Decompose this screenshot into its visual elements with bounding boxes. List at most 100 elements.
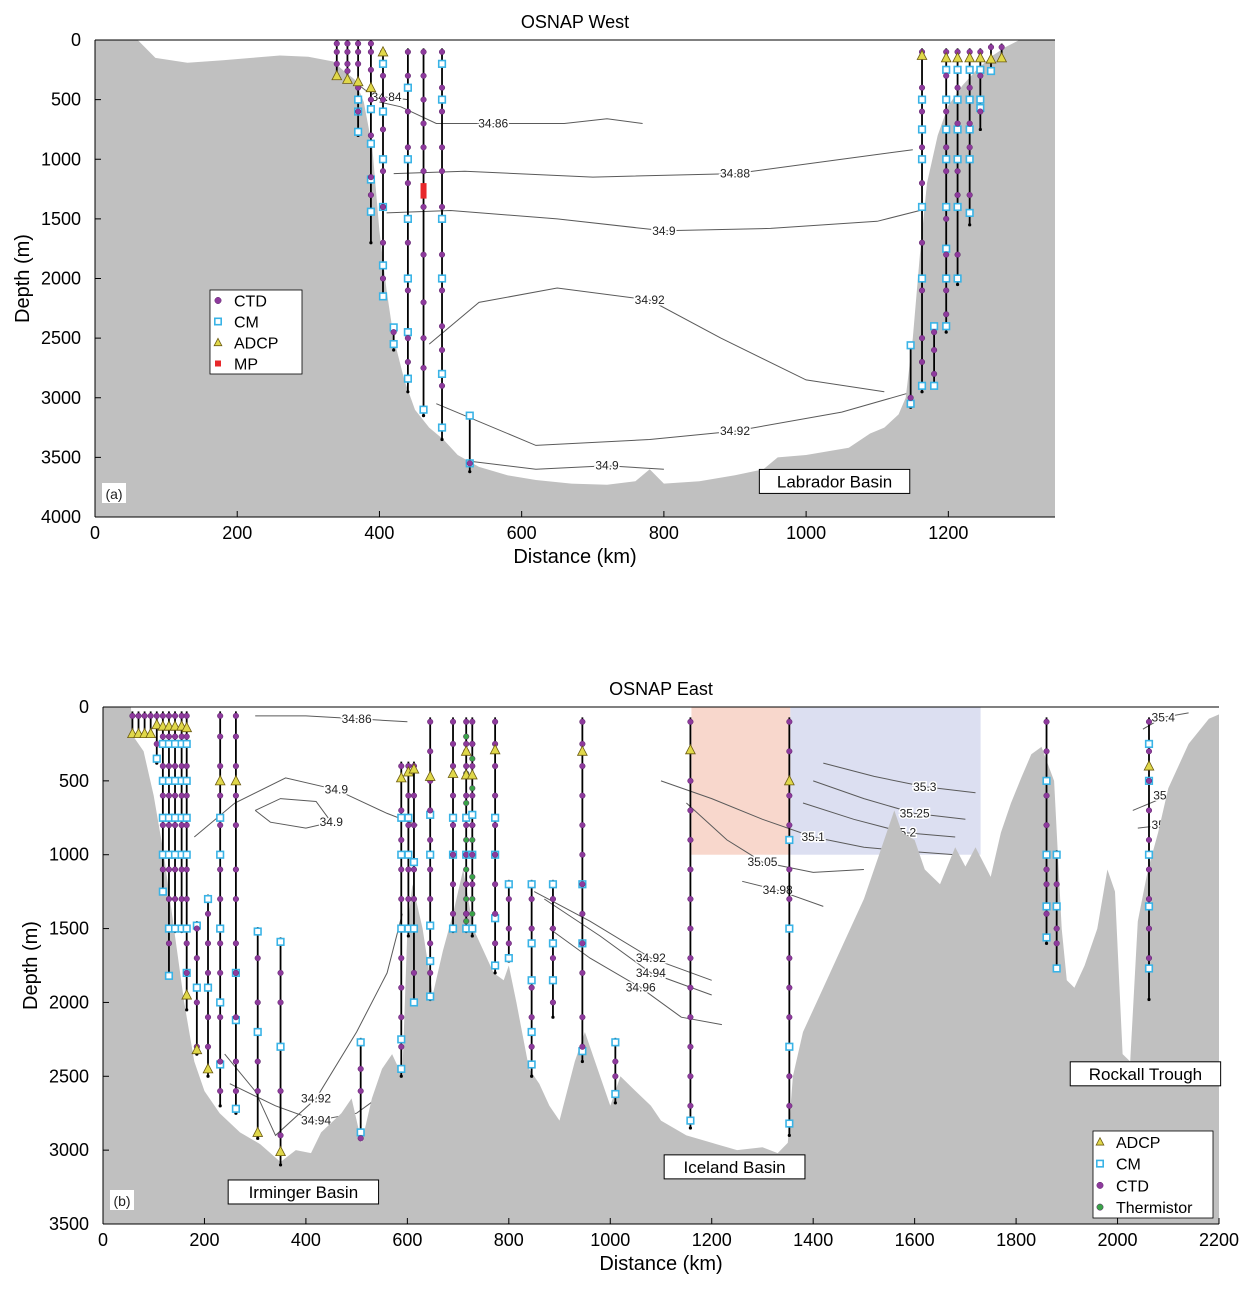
ctd-marker	[687, 984, 694, 991]
ctd-marker	[1053, 925, 1060, 932]
x-tick-label: 1000	[786, 523, 826, 543]
ctd-marker	[183, 866, 190, 873]
region-label: Labrador Basin	[777, 472, 892, 491]
mooring	[395, 761, 407, 1078]
ctd-marker	[193, 955, 200, 962]
ctd-marker	[254, 999, 261, 1006]
ctd-marker	[398, 955, 405, 962]
ctd-marker	[420, 335, 427, 342]
ctd-marker	[398, 895, 405, 903]
adcp-marker	[169, 720, 181, 731]
legend-swatch	[1096, 1181, 1104, 1189]
ctd-marker	[171, 763, 179, 770]
cm-marker	[216, 998, 225, 1007]
ctd-marker	[171, 822, 179, 829]
panel-letter-box: (a)	[102, 483, 126, 503]
cm-marker	[1042, 850, 1051, 859]
cm-marker	[942, 274, 951, 283]
legend-label: CM	[234, 315, 259, 332]
adcp-marker	[275, 1145, 287, 1157]
y-axis-title: Depth (m)	[20, 921, 42, 1010]
cm-marker	[158, 887, 167, 896]
adcp-marker	[916, 49, 928, 60]
cm-marker	[182, 924, 191, 933]
ctd-marker	[786, 866, 793, 873]
cm-marker	[953, 65, 962, 74]
mooring	[576, 717, 588, 1064]
x-tick-label: 800	[494, 1230, 524, 1250]
ctd-marker	[492, 910, 499, 917]
ctd-marker	[463, 851, 470, 858]
ctd-marker	[918, 239, 926, 246]
mooring	[985, 43, 997, 76]
thermistor-marker	[469, 755, 476, 762]
contour-label: 34.84	[372, 90, 402, 104]
ctd-marker	[1043, 792, 1050, 799]
cm-marker	[1144, 739, 1154, 749]
cm-marker	[953, 95, 962, 104]
ctd-marker	[1043, 881, 1050, 888]
cm-marker	[942, 322, 951, 331]
salinity-contour	[686, 802, 864, 873]
ctd-marker	[129, 712, 136, 719]
ctd-marker	[579, 718, 586, 725]
cm-marker	[437, 423, 447, 432]
legend-swatch	[215, 360, 221, 367]
salinity-contour	[393, 149, 913, 178]
x-tick-label: 600	[507, 523, 537, 543]
cm-marker	[965, 125, 974, 134]
region-label: Irminger Basin	[249, 1183, 359, 1202]
adcp-marker	[395, 771, 407, 783]
ctd-marker	[165, 763, 172, 770]
ctd-marker	[449, 792, 457, 799]
cm-marker	[276, 937, 285, 946]
ctd-marker	[1145, 925, 1153, 932]
ctd-marker	[217, 763, 224, 770]
salinity-contour	[549, 928, 722, 1026]
ctd-marker	[333, 40, 340, 47]
cm-marker	[917, 125, 927, 134]
mooring	[489, 717, 501, 975]
cm-marker	[548, 939, 558, 948]
ctd-marker	[420, 48, 427, 55]
ctd-marker	[183, 895, 190, 903]
ctd-marker	[987, 44, 995, 51]
ctd-marker	[463, 718, 470, 725]
ctd-marker	[907, 394, 914, 401]
ctd-marker	[405, 866, 412, 873]
x-tick-label: 1400	[793, 1230, 833, 1250]
ctd-marker	[931, 370, 938, 377]
ctd-marker	[404, 239, 411, 246]
ctd-marker	[579, 851, 586, 858]
adcp-marker	[447, 767, 459, 778]
ctd-marker	[420, 120, 427, 127]
x-tick-label: 0	[90, 523, 100, 543]
mooring	[916, 48, 928, 394]
ctd-marker	[438, 168, 446, 175]
ctd-marker	[420, 251, 427, 258]
cm-marker	[448, 924, 458, 933]
ctd-marker	[420, 168, 427, 175]
ctd-marker	[379, 72, 387, 79]
cm-marker	[942, 155, 951, 164]
cm-marker	[504, 954, 513, 963]
ctd-marker	[1145, 807, 1153, 814]
ctd-marker	[579, 910, 586, 917]
ctd-marker	[217, 940, 224, 947]
ctd-marker	[427, 718, 434, 725]
thermistor-marker	[463, 799, 470, 807]
mooring-anchor	[580, 1059, 584, 1064]
mooring-anchor	[256, 1136, 260, 1140]
contour-label: 35.05	[747, 855, 777, 869]
thermistor-marker	[469, 873, 476, 880]
mooring	[466, 717, 478, 938]
mooring-anchor	[369, 241, 373, 245]
ctd-marker	[1043, 866, 1050, 873]
region-label-bg	[758, 468, 911, 494]
y-tick-label: 1500	[49, 919, 89, 939]
ctd-marker	[204, 910, 212, 917]
ctd-marker	[165, 895, 172, 903]
ctd-marker	[492, 822, 499, 829]
y-tick-label: 3500	[41, 447, 81, 467]
mooring-anchor	[613, 1101, 617, 1105]
